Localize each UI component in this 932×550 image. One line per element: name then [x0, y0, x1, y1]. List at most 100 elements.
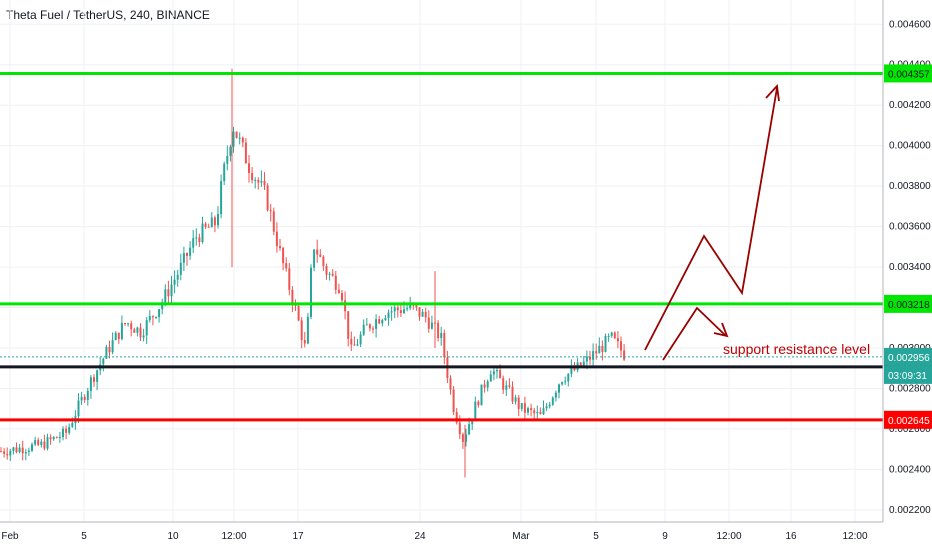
candle-body: [551, 397, 554, 405]
candle-body: [359, 334, 362, 345]
candle-body: [585, 356, 588, 362]
candle-body: [27, 450, 30, 453]
x-tick-label: 12:00: [716, 531, 741, 542]
candle-body: [217, 214, 219, 226]
y-tick-label: 0.003400: [889, 262, 931, 273]
candle-body: [492, 371, 495, 375]
candle-body: [71, 423, 74, 427]
candle-body: [561, 382, 564, 385]
candle-body: [232, 131, 235, 147]
candle-body: [80, 396, 83, 401]
candle-body: [610, 332, 613, 336]
candle-body: [210, 217, 213, 228]
countdown-badge-label: 03:09:31: [888, 371, 927, 382]
candle-body: [579, 362, 582, 367]
candle-body: [604, 335, 607, 352]
candle-body: [83, 396, 86, 401]
price-level-badge-label: 0.003218: [888, 300, 930, 311]
x-tick-label: 5: [81, 531, 87, 542]
candle-body: [235, 131, 238, 138]
candle-body: [55, 437, 58, 439]
candle-body: [3, 451, 6, 454]
candle-body: [440, 332, 443, 339]
candle-body: [508, 385, 511, 387]
candle-body: [418, 307, 421, 317]
candle-body: [393, 307, 396, 312]
price-axis[interactable]: 0.0046000.0044000.0042000.0040000.003800…: [882, 0, 932, 522]
candle-body: [527, 408, 529, 413]
candle-body: [536, 412, 539, 414]
candle-body: [198, 237, 201, 243]
candle-body: [173, 279, 176, 285]
x-tick-label: Mar: [512, 531, 530, 542]
candle-body: [186, 253, 188, 256]
candle-body: [18, 447, 21, 453]
candle-body: [37, 440, 40, 445]
candle-body: [310, 267, 312, 317]
candle-body: [390, 311, 393, 313]
candle-body: [406, 308, 409, 310]
candle-body: [471, 419, 474, 425]
candle-body: [427, 317, 430, 329]
candle-body: [595, 351, 598, 354]
candle-body: [502, 378, 505, 390]
candle-body: [0, 451, 2, 453]
y-tick-label: 0.004600: [889, 19, 931, 30]
candle-body: [192, 238, 195, 248]
candle-body: [263, 180, 266, 186]
candle-body: [514, 397, 517, 402]
candle-body: [331, 273, 334, 276]
x-tick-label: 24: [414, 531, 426, 542]
candle-body: [15, 447, 18, 453]
candle-body: [102, 358, 105, 365]
candle-body: [409, 303, 412, 309]
candle-body: [223, 163, 226, 182]
short-arrowhead: [713, 322, 729, 338]
candle-body: [269, 210, 272, 212]
candle-body: [424, 311, 427, 318]
time-axis[interactable]: Feb 5 10 12:00 17 24 Mar 5 9 12:00 16 12:00: [0, 521, 883, 542]
candle-body: [328, 273, 331, 275]
candle-body: [241, 137, 244, 143]
last-price-badge: [884, 347, 932, 366]
candle-body: [368, 324, 371, 329]
candle-body: [396, 307, 399, 311]
candle-body: [517, 397, 520, 409]
projection-arrow-path[interactable]: [644, 87, 778, 351]
candle-body: [344, 300, 347, 312]
candle-body: [350, 338, 353, 345]
candle-body: [486, 381, 489, 388]
candle-body: [570, 367, 573, 374]
candle-body: [399, 310, 402, 313]
candle-body: [111, 340, 114, 353]
candle-body: [443, 332, 446, 358]
candle-body: [372, 328, 374, 330]
candle-body: [133, 329, 136, 333]
candle-body: [598, 345, 601, 354]
candle-body: [430, 322, 433, 329]
candles-layer: [0, 68, 626, 478]
candle-body: [381, 320, 384, 324]
candle-body: [533, 410, 536, 414]
candle-body: [40, 441, 43, 445]
candle-body: [257, 179, 260, 183]
candle-body: [139, 327, 142, 338]
candle-body: [182, 253, 185, 263]
short-arrow-path[interactable]: [662, 306, 726, 361]
candle-body: [251, 172, 254, 181]
candle-body: [589, 356, 591, 360]
candle-body: [325, 266, 328, 275]
candle-body: [499, 370, 502, 379]
candle-body: [620, 341, 622, 351]
chart-title: Theta Fuel / TetherUS, 240, BINANCE: [6, 8, 210, 22]
candle-body: [86, 390, 89, 401]
candle-body: [266, 185, 269, 211]
x-tick-label: Feb: [1, 531, 19, 542]
candle-body: [437, 322, 440, 339]
candle-body: [421, 311, 424, 317]
candle-body: [387, 312, 390, 319]
candle-body: [465, 434, 467, 442]
candle-body: [52, 437, 55, 440]
candle-body: [124, 323, 126, 325]
